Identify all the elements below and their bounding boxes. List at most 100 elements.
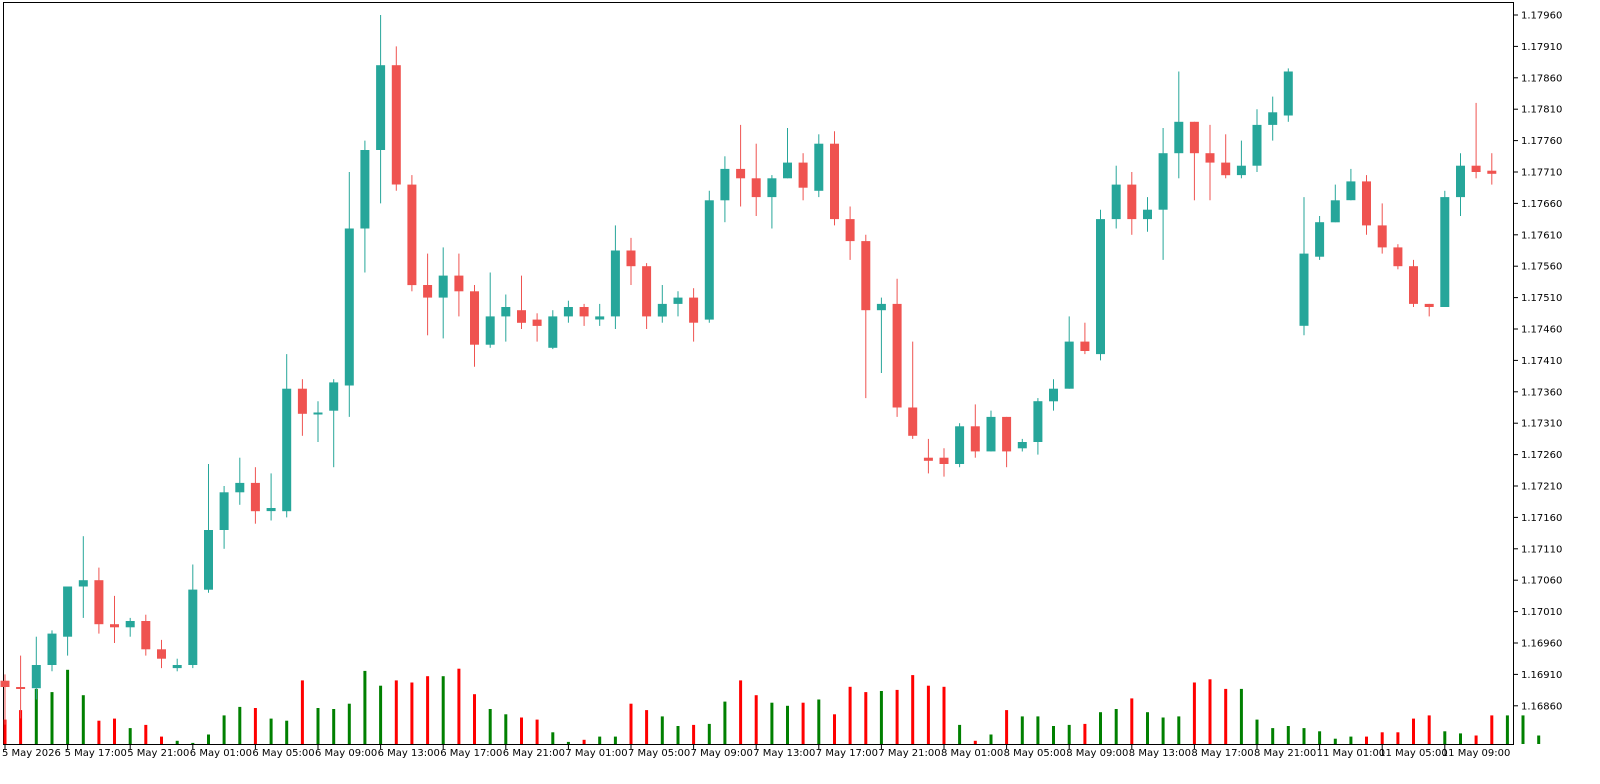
- bull-candle[interactable]: [673, 291, 683, 317]
- bull-candle[interactable]: [595, 303, 605, 326]
- bull-candle[interactable]: [219, 486, 229, 549]
- bear-candle[interactable]: [157, 639, 166, 669]
- bull-candle[interactable]: [376, 15, 386, 204]
- bear-candle[interactable]: [626, 237, 636, 285]
- bull-candle[interactable]: [1456, 153, 1465, 216]
- bull-candle[interactable]: [657, 285, 667, 323]
- bull-candle[interactable]: [1096, 209, 1105, 361]
- bear-candle[interactable]: [517, 275, 526, 329]
- bear-candle[interactable]: [892, 278, 902, 417]
- bull-candle[interactable]: [548, 310, 558, 350]
- bear-candle[interactable]: [391, 46, 401, 191]
- bull-candle[interactable]: [47, 630, 57, 672]
- bull-candle[interactable]: [63, 586, 73, 656]
- bear-candle[interactable]: [1409, 259, 1418, 307]
- bull-candle[interactable]: [1174, 71, 1184, 179]
- bull-candle[interactable]: [1440, 190, 1450, 307]
- bull-candle[interactable]: [172, 658, 182, 672]
- bear-candle[interactable]: [407, 175, 417, 292]
- bull-candle[interactable]: [986, 410, 996, 452]
- bull-candle[interactable]: [313, 401, 323, 442]
- bull-candle[interactable]: [1330, 184, 1340, 223]
- bull-candle[interactable]: [563, 300, 573, 323]
- bull-candle[interactable]: [610, 225, 620, 329]
- bear-candle[interactable]: [579, 303, 589, 326]
- bull-candle[interactable]: [235, 457, 245, 505]
- bull-candle[interactable]: [501, 294, 511, 342]
- bear-candle[interactable]: [1377, 203, 1387, 254]
- bear-candle[interactable]: [423, 253, 433, 336]
- bull-candle[interactable]: [814, 134, 824, 198]
- bull-candle[interactable]: [876, 297, 886, 373]
- bear-candle[interactable]: [1487, 153, 1497, 185]
- bear-candle[interactable]: [94, 567, 104, 634]
- bear-candle[interactable]: [642, 263, 652, 329]
- bull-candle[interactable]: [955, 423, 965, 468]
- bull-candle[interactable]: [1064, 316, 1074, 389]
- bull-candle[interactable]: [188, 564, 198, 669]
- volume-bar: [363, 670, 367, 744]
- bull-candle[interactable]: [1017, 438, 1027, 452]
- bear-candle[interactable]: [141, 614, 151, 656]
- bull-candle[interactable]: [344, 172, 354, 417]
- bull-candle[interactable]: [720, 156, 730, 223]
- bear-candle[interactable]: [1424, 303, 1434, 317]
- bull-candle[interactable]: [78, 536, 88, 618]
- bull-candle[interactable]: [1252, 109, 1262, 172]
- bull-candle[interactable]: [485, 272, 495, 348]
- bull-candle[interactable]: [1299, 197, 1309, 336]
- bull-candle[interactable]: [1143, 197, 1152, 232]
- bull-candle[interactable]: [204, 464, 213, 593]
- bear-candle[interactable]: [16, 655, 26, 719]
- bear-candle[interactable]: [110, 595, 119, 643]
- bear-candle[interactable]: [454, 253, 464, 317]
- bear-candle[interactable]: [861, 234, 871, 399]
- bear-candle[interactable]: [939, 448, 949, 477]
- bull-candle[interactable]: [31, 636, 41, 700]
- bull-candle[interactable]: [438, 247, 448, 339]
- bear-candle[interactable]: [689, 288, 699, 342]
- bull-candle[interactable]: [329, 379, 339, 468]
- bear-candle[interactable]: [845, 206, 855, 260]
- bear-candle[interactable]: [1002, 416, 1012, 468]
- bear-candle[interactable]: [250, 467, 260, 524]
- bull-candle[interactable]: [1283, 68, 1293, 122]
- bear-candle[interactable]: [970, 404, 980, 458]
- bull-candle[interactable]: [1111, 165, 1121, 229]
- bear-candle[interactable]: [1471, 102, 1481, 179]
- bear-candle[interactable]: [908, 341, 918, 439]
- bear-candle[interactable]: [1189, 121, 1199, 201]
- bull-candle[interactable]: [1315, 216, 1325, 260]
- bull-candle[interactable]: [360, 140, 370, 273]
- bull-candle[interactable]: [1236, 140, 1246, 179]
- bear-candle[interactable]: [830, 131, 839, 226]
- bear-candle[interactable]: [1127, 172, 1137, 235]
- bear-candle[interactable]: [1362, 175, 1371, 235]
- bear-candle[interactable]: [1221, 134, 1231, 179]
- bull-candle[interactable]: [1346, 168, 1356, 201]
- bear-candle[interactable]: [1393, 244, 1403, 270]
- bull-candle[interactable]: [1158, 128, 1168, 260]
- bear-candle[interactable]: [1205, 124, 1215, 201]
- bear-candle[interactable]: [297, 379, 307, 436]
- bull-candle[interactable]: [767, 175, 777, 229]
- bear-candle[interactable]: [798, 153, 808, 201]
- bull-candle[interactable]: [704, 190, 714, 323]
- bear-candle[interactable]: [923, 438, 933, 474]
- bull-candle[interactable]: [1268, 96, 1278, 141]
- bear-candle[interactable]: [470, 285, 479, 367]
- bull-candle[interactable]: [1033, 398, 1043, 455]
- bear-candle[interactable]: [1080, 322, 1090, 355]
- bear-candle[interactable]: [736, 124, 746, 207]
- bull-candle[interactable]: [125, 617, 135, 637]
- bull-candle[interactable]: [783, 128, 792, 179]
- bull-candle[interactable]: [282, 354, 292, 518]
- bull-candle[interactable]: [266, 473, 276, 521]
- bull-candle[interactable]: [1049, 379, 1058, 411]
- bear-candle[interactable]: [532, 313, 542, 342]
- bear-candle[interactable]: [0, 674, 10, 725]
- volume-bar: [19, 710, 23, 744]
- bear-candle[interactable]: [751, 143, 761, 216]
